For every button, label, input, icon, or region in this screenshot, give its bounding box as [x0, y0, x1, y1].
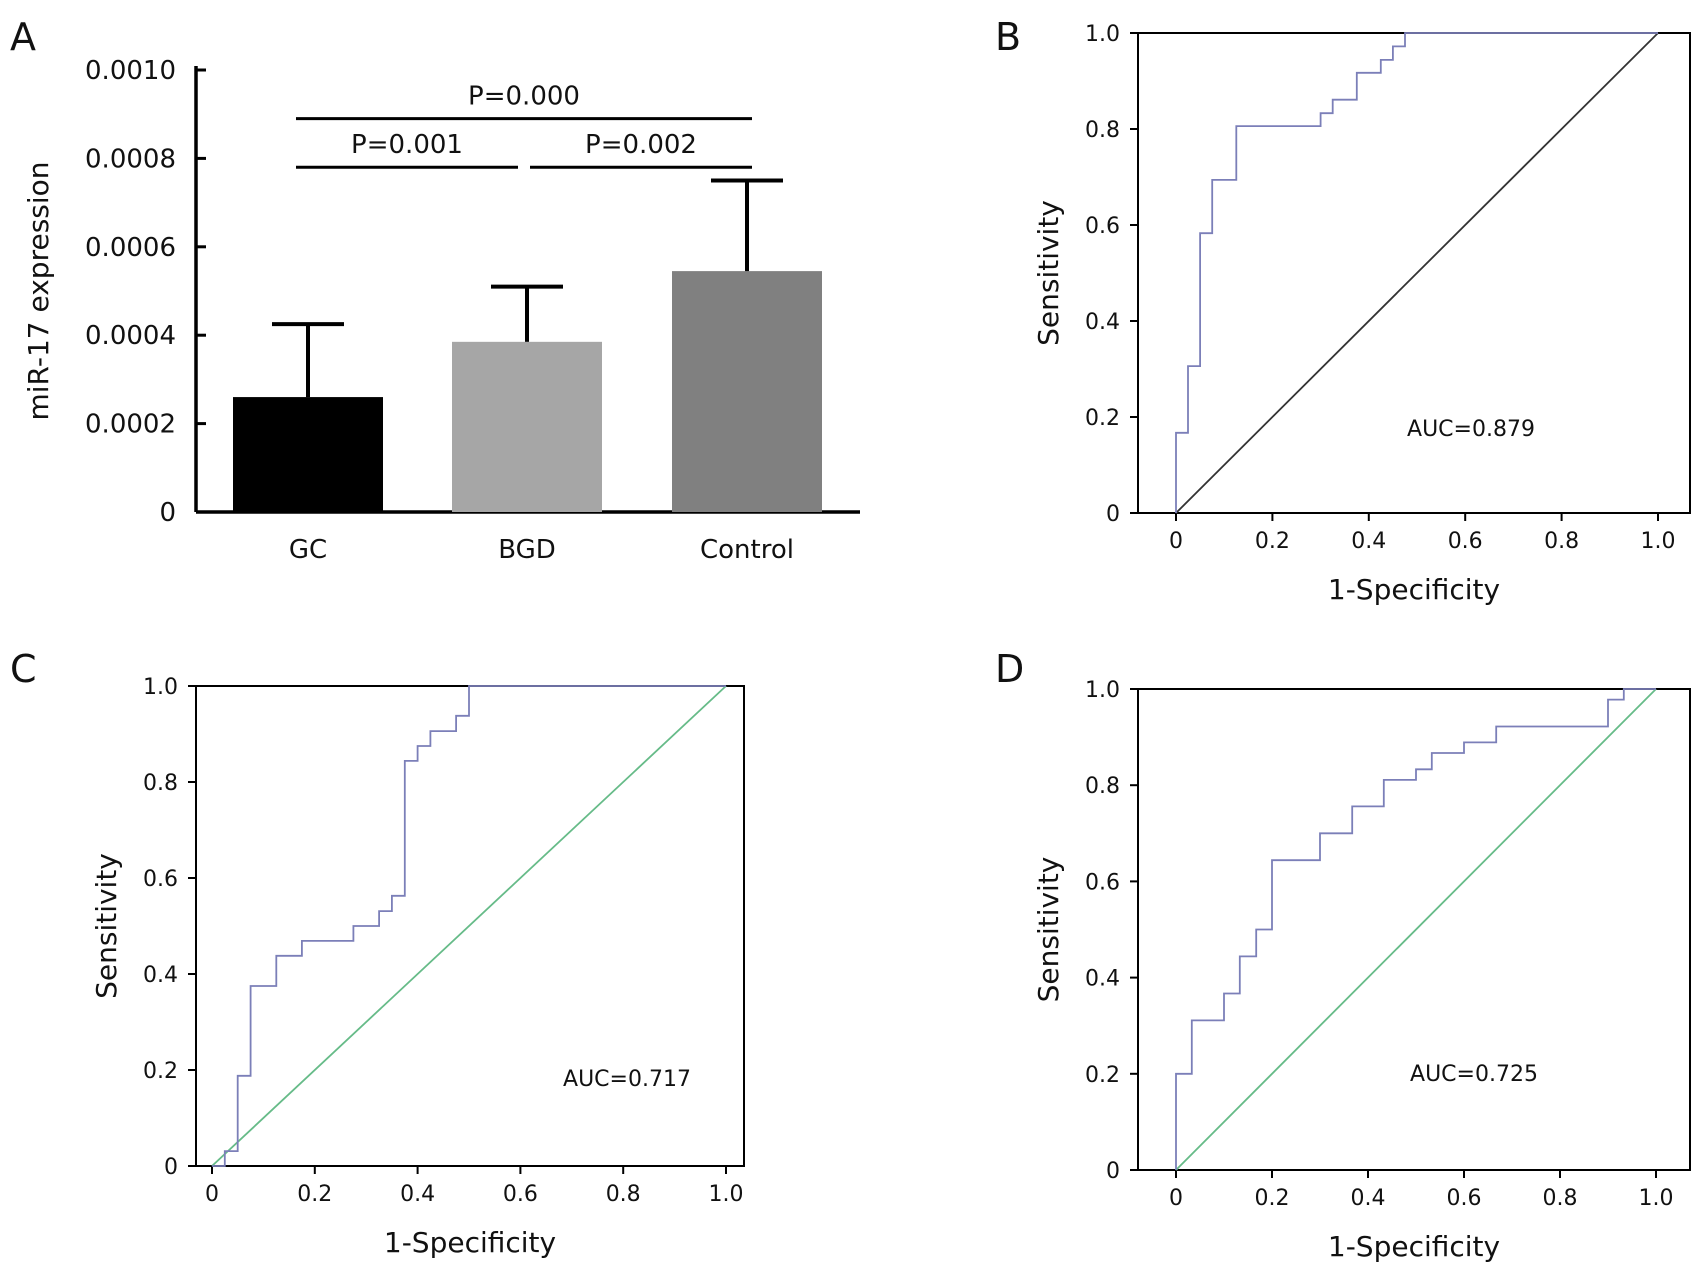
auc-label: AUC=0.879	[1407, 417, 1535, 442]
p-value-label: P=0.000	[468, 82, 580, 112]
y-tick-label: 0	[1106, 1159, 1120, 1184]
y-axis-title: Sensitivity	[90, 853, 123, 999]
y-tick-label: 0.0008	[85, 144, 176, 174]
roc-curve	[1175, 32, 1658, 513]
p-value-label: P=0.001	[351, 130, 463, 160]
reference-line	[1175, 688, 1657, 1171]
y-tick-label: 0.2	[1085, 406, 1120, 431]
x-tick-label: 0.8	[606, 1182, 641, 1207]
panel-b: B 0 0 0.2 0.2 0.4 0.4 0.6 0.6 0.8 0.8 1.0 1.0 1-Speci…	[995, 15, 1691, 606]
x-axis-title: 1-Specificity	[1328, 573, 1500, 606]
y-axis-title: miR-17 expression	[22, 161, 55, 420]
y-tick-label: 0.0006	[85, 233, 176, 263]
y-tick-label: 0.8	[1085, 774, 1120, 799]
x-axis-title: 1-Specificity	[1328, 1230, 1500, 1263]
y-tick-label: 0.0002	[85, 410, 176, 440]
panel-letter-c: C	[10, 647, 37, 691]
x-tick-label: 1.0	[709, 1182, 744, 1207]
x-tick-label: Control	[700, 535, 794, 565]
x-tick-label: 0.6	[1447, 1186, 1482, 1211]
panel-a: A 0 0.0002 0.0004 0.0006 0.0008 0.0010 miR-17 e…	[10, 15, 860, 565]
y-tick-label: 0.4	[143, 963, 178, 988]
y-tick-label: 0	[164, 1155, 178, 1180]
y-axis-title: Sensitivity	[1032, 200, 1065, 346]
roc-curve	[212, 685, 726, 1167]
x-tick-label: 0.6	[1448, 529, 1483, 554]
y-tick-label: 0.8	[1085, 118, 1120, 143]
x-tick-label: 0	[1169, 1186, 1183, 1211]
panel-letter-a: A	[10, 15, 36, 59]
y-tick-label: 0.4	[1085, 310, 1120, 335]
y-tick-label: 0.6	[143, 867, 178, 892]
bar-bgd	[452, 341, 602, 512]
y-tick-label: 0.0004	[85, 321, 176, 351]
plot-frame	[1137, 688, 1691, 1171]
x-tick-label: 0.4	[1351, 529, 1386, 554]
y-tick-label: 0.2	[143, 1059, 178, 1084]
y-axis-title: Sensitivity	[1032, 857, 1065, 1003]
reference-line	[1175, 32, 1659, 514]
y-tick-label: 1.0	[1085, 678, 1120, 703]
y-tick-label: 1.0	[1085, 22, 1120, 47]
x-tick-label: 0.2	[297, 1182, 332, 1207]
x-tick-label: 0.4	[1351, 1186, 1386, 1211]
panel-c: C 0 0 0.2 0.2 0.4 0.4 0.6 0.6 0.8 0.8 1.0 1.0 1-Speci…	[10, 647, 745, 1259]
panel-letter-b: B	[995, 15, 1021, 59]
x-tick-label: 1.0	[1639, 1186, 1674, 1211]
bar-control	[672, 271, 822, 512]
y-tick-label: 0.4	[1085, 967, 1120, 992]
y-tick-label: 1.0	[143, 675, 178, 700]
x-tick-label: 0.8	[1543, 1186, 1578, 1211]
x-axis-title: 1-Specificity	[384, 1226, 556, 1259]
x-tick-label: 0	[1169, 529, 1183, 554]
auc-label: AUC=0.717	[563, 1067, 691, 1092]
x-tick-label: 0.6	[503, 1182, 538, 1207]
bar-gc	[233, 397, 383, 512]
y-tick-label: 0.0010	[85, 56, 176, 86]
x-tick-label: 0.2	[1255, 529, 1290, 554]
y-tick-label: 0.6	[1085, 870, 1120, 895]
y-tick-label: 0	[1106, 502, 1120, 527]
panel-letter-d: D	[995, 647, 1024, 691]
x-tick-label: 0.8	[1544, 529, 1579, 554]
auc-label: AUC=0.725	[1410, 1062, 1538, 1087]
panel-d: D 0 0 0.2 0.2 0.4 0.4 0.6 0.6 0.8 0.8 1.0 1.0 1-Speci…	[995, 647, 1691, 1263]
y-tick-label: 0.2	[1085, 1063, 1120, 1088]
roc-curve	[1175, 688, 1656, 1170]
x-tick-label: 1.0	[1641, 529, 1676, 554]
x-tick-label: GC	[289, 535, 327, 565]
x-tick-label: BGD	[498, 535, 556, 565]
x-tick-label: 0.4	[400, 1182, 435, 1207]
x-tick-label: 0.2	[1255, 1186, 1290, 1211]
y-tick-label: 0	[159, 498, 176, 528]
y-tick-label: 0.8	[143, 771, 178, 796]
x-tick-label: 0	[205, 1182, 219, 1207]
y-tick-label: 0.6	[1085, 214, 1120, 239]
p-value-label: P=0.002	[585, 130, 697, 160]
reference-line	[211, 685, 727, 1167]
